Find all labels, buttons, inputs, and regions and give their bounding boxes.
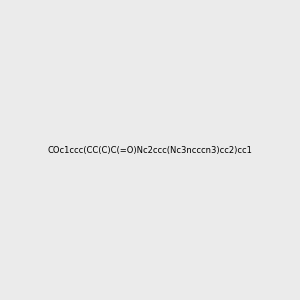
Text: COc1ccc(CC(C)C(=O)Nc2ccc(Nc3ncccn3)cc2)cc1: COc1ccc(CC(C)C(=O)Nc2ccc(Nc3ncccn3)cc2)c… — [48, 146, 252, 154]
